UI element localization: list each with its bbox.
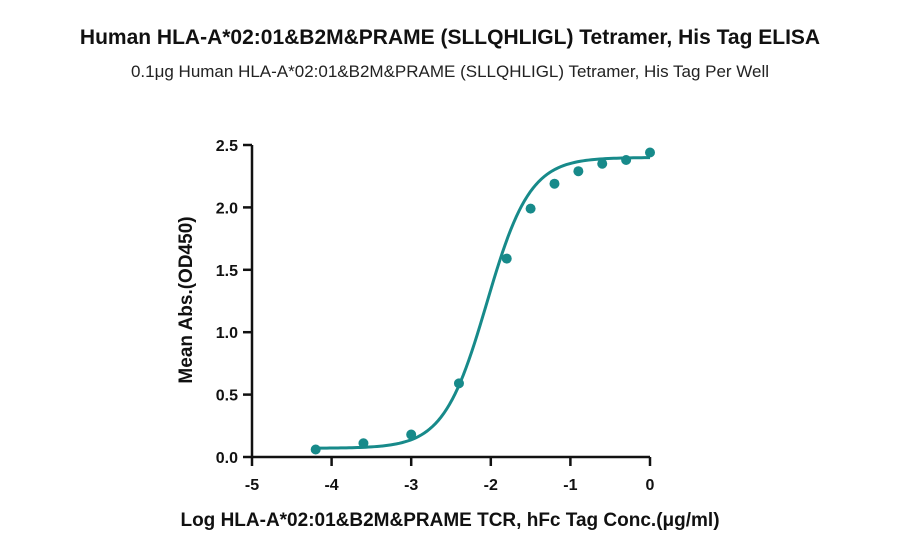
data-point xyxy=(358,438,369,449)
x-tick-label: -5 xyxy=(245,477,259,494)
x-tick-label: -3 xyxy=(404,477,418,494)
chart-subtitle: 0.1μg Human HLA-A*02:01&B2M&PRAME (SLLQH… xyxy=(130,62,770,81)
data-point xyxy=(406,429,417,440)
x-axis-label: Log HLA-A*02:01&B2M&PRAME TCR, hFc Tag C… xyxy=(180,510,720,531)
chart-title: Human HLA-A*02:01&B2M&PRAME (SLLQHLIGL) … xyxy=(79,26,821,49)
x-tick-label: -1 xyxy=(563,477,577,494)
data-point xyxy=(645,147,655,158)
x-ticks: -5 -4 -3 -2 -1 0 xyxy=(245,457,655,494)
data-point xyxy=(310,444,321,455)
x-tick-label: -2 xyxy=(484,477,498,494)
x-tick-label: -4 xyxy=(324,477,338,494)
data-point xyxy=(549,178,560,189)
x-tick-label: 0 xyxy=(646,477,655,494)
data-point xyxy=(525,203,536,214)
data-point xyxy=(597,158,608,169)
data-point xyxy=(573,166,584,177)
y-tick-label: 1.5 xyxy=(216,263,238,280)
data-points xyxy=(310,147,655,455)
y-tick-label: 2.5 xyxy=(216,138,238,155)
data-point xyxy=(453,378,464,389)
y-axis-label: Mean Abs.(OD450) xyxy=(176,216,197,383)
y-tick-label: 2.0 xyxy=(216,200,238,217)
axes xyxy=(250,145,650,459)
y-ticks: 0.0 0.5 1.0 1.5 2.0 2.5 xyxy=(216,138,252,467)
y-tick-label: 0.0 xyxy=(216,450,238,467)
fit-curve xyxy=(315,156,651,450)
data-point xyxy=(501,253,512,264)
data-point xyxy=(621,154,632,165)
y-tick-label: 1.0 xyxy=(216,325,238,342)
y-tick-label: 0.5 xyxy=(216,388,238,405)
